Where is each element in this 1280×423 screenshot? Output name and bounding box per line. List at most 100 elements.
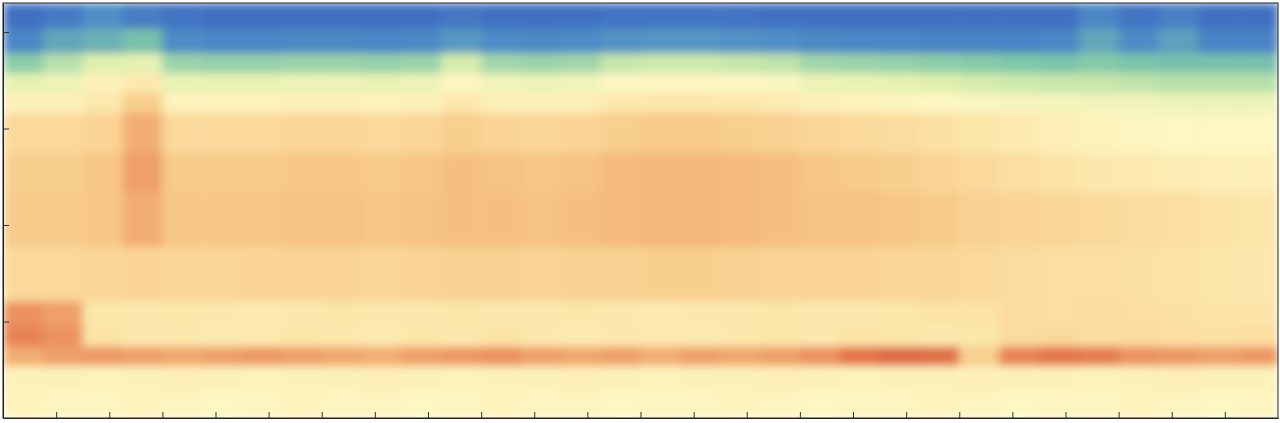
cell: [561, 192, 601, 247]
cell: [840, 366, 880, 392]
cell: [1039, 152, 1079, 192]
cell: [1238, 112, 1278, 153]
cell: [641, 73, 681, 93]
cell: [641, 391, 681, 418]
x-tick-mark: [1012, 412, 1013, 418]
cell: [322, 73, 362, 93]
cell: [720, 152, 760, 192]
cell: [242, 28, 282, 53]
cell: [840, 192, 880, 247]
cell: [641, 246, 681, 301]
cell: [322, 152, 362, 192]
cell: [362, 366, 402, 392]
cell: [401, 152, 441, 192]
cell: [481, 391, 521, 418]
cell: [880, 73, 920, 93]
cell: [800, 246, 840, 301]
cell: [1158, 192, 1198, 247]
cell: [521, 246, 561, 301]
cell: [3, 53, 43, 73]
cell: [123, 53, 163, 73]
cell: [123, 28, 163, 53]
cell: [521, 391, 561, 418]
cell: [1238, 391, 1278, 418]
x-tick-mark: [694, 412, 695, 418]
cell: [1158, 366, 1198, 392]
cell: [282, 391, 322, 418]
cell: [362, 391, 402, 418]
cell: [1198, 92, 1238, 112]
cell: [162, 73, 202, 93]
cell: [999, 192, 1039, 247]
cell: [919, 152, 959, 192]
cell: [441, 346, 481, 366]
cell: [1119, 246, 1159, 301]
cell: [641, 192, 681, 247]
cell: [800, 73, 840, 93]
cell: [1039, 301, 1079, 326]
cell: [401, 92, 441, 112]
cell: [242, 73, 282, 93]
chart: [0, 0, 1280, 423]
cell: [880, 28, 920, 53]
cell: [1079, 366, 1119, 392]
cell: [481, 301, 521, 326]
cell: [720, 325, 760, 346]
cell: [641, 325, 681, 346]
cell: [760, 53, 800, 73]
cell: [362, 346, 402, 366]
cell: [561, 3, 601, 29]
cell: [760, 366, 800, 392]
cell: [919, 53, 959, 73]
x-tick-mark: [1066, 412, 1067, 418]
y-tick-mark: [3, 225, 9, 226]
cell: [601, 73, 641, 93]
cell: [43, 325, 83, 346]
cell: [959, 28, 999, 53]
cell: [162, 3, 202, 29]
cell: [322, 28, 362, 53]
cell: [919, 325, 959, 346]
cell: [83, 112, 123, 153]
cell: [322, 92, 362, 112]
cell: [1238, 73, 1278, 93]
cell: [919, 112, 959, 153]
cell: [1079, 301, 1119, 326]
cell: [242, 112, 282, 153]
cell: [43, 366, 83, 392]
cell: [1079, 92, 1119, 112]
cell: [1079, 73, 1119, 93]
cell: [441, 325, 481, 346]
cell: [521, 73, 561, 93]
cell: [83, 325, 123, 346]
x-tick: [1066, 412, 1067, 418]
cell: [3, 301, 43, 326]
cell: [401, 246, 441, 301]
cell: [561, 246, 601, 301]
cell: [202, 152, 242, 192]
cell: [401, 53, 441, 73]
cell: [800, 28, 840, 53]
cell: [561, 28, 601, 53]
x-axis: [4, 412, 1279, 419]
cell: [959, 53, 999, 73]
cell: [840, 3, 880, 29]
cell: [123, 92, 163, 112]
y-tick-mark: [3, 322, 9, 323]
cell: [601, 391, 641, 418]
cell: [1119, 325, 1159, 346]
cell: [481, 152, 521, 192]
cell: [362, 246, 402, 301]
x-tick-mark: [959, 412, 960, 418]
cell: [242, 53, 282, 73]
x-tick: [641, 412, 642, 418]
x-tick: [1119, 412, 1120, 418]
y-tick-mark: [3, 129, 9, 130]
cell: [282, 346, 322, 366]
cells: [3, 3, 1278, 418]
cell: [1079, 346, 1119, 366]
cell: [202, 246, 242, 301]
cell: [362, 28, 402, 53]
cell: [1119, 366, 1159, 392]
cell: [840, 391, 880, 418]
